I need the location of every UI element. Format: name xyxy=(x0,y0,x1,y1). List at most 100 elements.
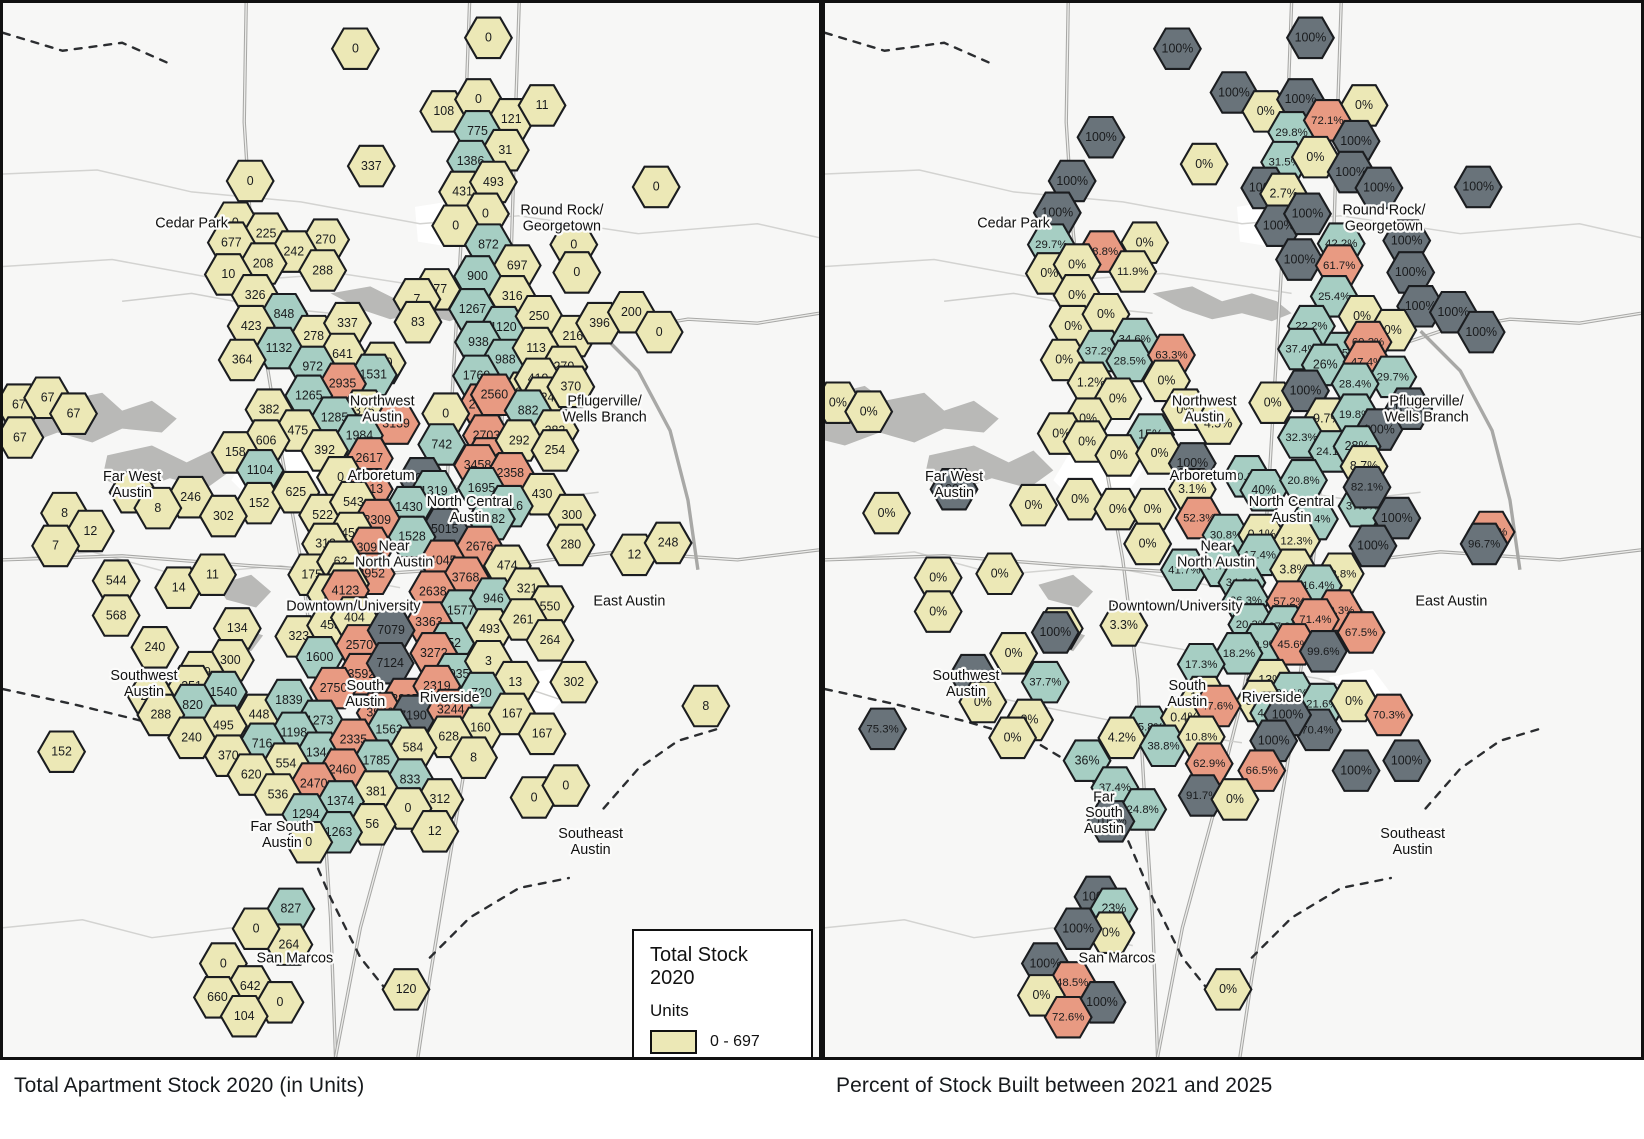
hex-cell[interactable]: 742 xyxy=(417,423,467,466)
left-hex-cells[interactable]: 0010801211177531138633704314930022527024… xyxy=(3,16,731,1038)
hex-shape[interactable] xyxy=(1329,679,1379,723)
hex-cell[interactable]: 0 xyxy=(631,165,681,209)
hex-shape[interactable] xyxy=(1177,774,1227,817)
hex-cell[interactable]: 99.6% xyxy=(1298,630,1348,673)
hex-shape[interactable] xyxy=(1290,135,1340,179)
hex-shape[interactable] xyxy=(187,553,237,597)
hex-cell[interactable]: 66.5% xyxy=(1237,749,1287,792)
hex-cell[interactable]: 100% xyxy=(1382,219,1432,262)
hex-cell[interactable]: 288 xyxy=(136,693,186,737)
hex-cell[interactable]: 0% xyxy=(844,390,894,433)
hex-cell[interactable]: 264 xyxy=(525,619,575,662)
hex-cell[interactable]: 37.7% xyxy=(1020,660,1070,704)
hex-shape[interactable] xyxy=(631,165,681,209)
hex-shape[interactable] xyxy=(1128,487,1178,531)
hex-cell[interactable]: 0 xyxy=(552,251,602,294)
hex-shape[interactable] xyxy=(31,524,81,568)
hex-cell[interactable]: 11 xyxy=(517,84,567,127)
hex-cell[interactable]: 0 xyxy=(330,27,380,71)
hex-shape[interactable] xyxy=(1020,660,1070,704)
hex-cell[interactable]: 302 xyxy=(198,494,248,538)
hex-shape[interactable] xyxy=(844,390,894,433)
hex-shape[interactable] xyxy=(219,994,269,1038)
hex-cell[interactable]: 152 xyxy=(37,730,87,774)
hex-cell[interactable]: 254 xyxy=(530,429,580,472)
hex-cell[interactable]: 100% xyxy=(929,467,979,511)
hex-cell[interactable]: 0% xyxy=(862,491,912,535)
hex-cell[interactable]: 1285 xyxy=(310,396,360,439)
left-map-panel[interactable]: 0010801211177531138633704314930022527024… xyxy=(0,0,822,1060)
hex-cell[interactable]: 2560 xyxy=(469,373,519,417)
hex-shape[interactable] xyxy=(1097,716,1147,760)
hex-shape[interactable] xyxy=(1193,402,1243,445)
hex-cell[interactable]: 0 xyxy=(541,764,591,807)
hex-shape[interactable] xyxy=(1274,238,1325,281)
hex-cell[interactable]: 1528 xyxy=(387,515,437,559)
hex-cell[interactable]: 120 xyxy=(381,968,431,1011)
hex-shape[interactable] xyxy=(346,144,396,188)
hex-cell[interactable]: 4.5% xyxy=(1193,402,1243,445)
hex-shape[interactable] xyxy=(225,159,275,203)
hex-shape[interactable] xyxy=(1239,468,1289,512)
hex-cell[interactable]: 100% xyxy=(1053,907,1103,951)
left-map-canvas[interactable]: 0010801211177531138633704314930022527024… xyxy=(3,3,819,1057)
hex-shape[interactable] xyxy=(1364,693,1414,737)
hex-cell[interactable]: 134 xyxy=(212,607,262,650)
hex-cell[interactable]: 0 xyxy=(231,907,281,951)
hex-cell[interactable]: 100% xyxy=(1331,749,1381,792)
hex-cell[interactable]: 0% xyxy=(1008,483,1058,527)
hex-cell[interactable]: 100% xyxy=(1354,166,1404,210)
hex-cell[interactable]: 67 xyxy=(48,392,99,435)
hex-shape[interactable] xyxy=(681,684,731,728)
hex-shape[interactable] xyxy=(1138,724,1189,768)
hex-cell[interactable]: 75.3% xyxy=(858,707,908,751)
hex-shape[interactable] xyxy=(130,626,180,669)
hex-cell[interactable]: 100% xyxy=(1030,611,1080,654)
hex-shape[interactable] xyxy=(1336,611,1386,654)
hex-cell[interactable]: 0% xyxy=(1179,142,1229,186)
hex-cell[interactable]: 0% xyxy=(975,552,1025,596)
hex-cell[interactable]: 0% xyxy=(989,632,1039,675)
hex-cell[interactable]: 0% xyxy=(1055,477,1105,521)
hex-shape[interactable] xyxy=(1055,477,1105,521)
hex-cell[interactable]: 100% xyxy=(1453,165,1503,209)
hex-shape[interactable] xyxy=(929,467,979,511)
hex-shape[interactable] xyxy=(1459,522,1509,566)
hex-cell[interactable]: 100% xyxy=(1348,524,1398,568)
hex-cell[interactable]: 167 xyxy=(517,712,567,756)
hex-cell[interactable]: 4.2% xyxy=(1097,716,1147,760)
hex-shape[interactable] xyxy=(1086,800,1136,843)
hex-cell[interactable]: 11 xyxy=(187,553,237,597)
hex-cell[interactable]: 0% xyxy=(1128,487,1178,531)
right-hex-cells[interactable]: 100%100%100%0%100% 0%29.8%72.1%100%100%31… xyxy=(825,16,1516,1039)
hex-shape[interactable] xyxy=(1382,739,1432,782)
hex-shape[interactable] xyxy=(133,486,183,530)
hex-cell[interactable]: 7 xyxy=(31,524,81,568)
hex-shape[interactable] xyxy=(1047,159,1097,203)
hex-cell[interactable]: 104 xyxy=(219,994,269,1038)
hex-shape[interactable] xyxy=(1043,995,1093,1039)
hex-cell[interactable]: 364 xyxy=(217,338,267,382)
hex-shape[interactable] xyxy=(212,607,262,650)
hex-shape[interactable] xyxy=(989,632,1039,675)
hex-shape[interactable] xyxy=(1348,524,1398,568)
hex-shape[interactable] xyxy=(1094,434,1144,477)
hex-cell[interactable]: 20.8% xyxy=(1278,459,1329,502)
hex-cell[interactable]: 0% xyxy=(1086,911,1136,954)
hex-cell[interactable]: 11.9% xyxy=(1108,250,1158,293)
hex-cell[interactable]: 12 xyxy=(65,509,115,553)
hex-shape[interactable] xyxy=(298,249,348,292)
hex-cell[interactable]: 302 xyxy=(549,660,599,704)
hex-shape[interactable] xyxy=(1453,165,1503,209)
hex-shape[interactable] xyxy=(1210,778,1260,821)
hex-cell[interactable]: 100% xyxy=(1382,739,1432,782)
hex-cell[interactable]: 0% xyxy=(1093,487,1143,531)
hex-shape[interactable] xyxy=(1076,115,1126,159)
hex-cell[interactable]: 100% xyxy=(1076,115,1126,159)
hex-shape[interactable] xyxy=(958,680,1008,724)
hex-shape[interactable] xyxy=(643,521,693,565)
hex-shape[interactable] xyxy=(1203,968,1253,1011)
hex-cell[interactable]: 0 xyxy=(225,159,275,203)
hex-shape[interactable] xyxy=(517,84,567,127)
hex-shape[interactable] xyxy=(1093,487,1143,531)
